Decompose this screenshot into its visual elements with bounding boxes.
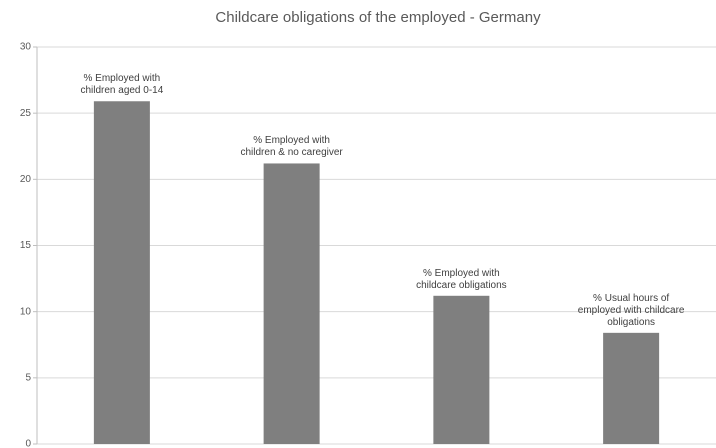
bar — [433, 295, 490, 444]
category-label: % Employed with children & no caregiver — [240, 135, 343, 159]
chart-title: Childcare obligations of the employed - … — [215, 9, 541, 26]
y-tick-label: 30 — [20, 42, 32, 53]
category-label: % Employed with children aged 0-14 — [80, 73, 164, 97]
y-tick-label: 5 — [25, 372, 31, 383]
category-label: % Usual hours of employed with childcare… — [577, 292, 685, 328]
y-tick-label: 20 — [20, 174, 32, 185]
bar — [263, 163, 320, 444]
category-label: % Employed with childcare obligations — [416, 267, 507, 291]
bar — [93, 101, 150, 445]
y-tick-label: 15 — [20, 240, 32, 251]
y-tick-label: 10 — [20, 306, 32, 317]
bar — [603, 332, 660, 444]
y-tick-label: 0 — [25, 439, 31, 448]
y-tick-label: 25 — [20, 108, 32, 119]
